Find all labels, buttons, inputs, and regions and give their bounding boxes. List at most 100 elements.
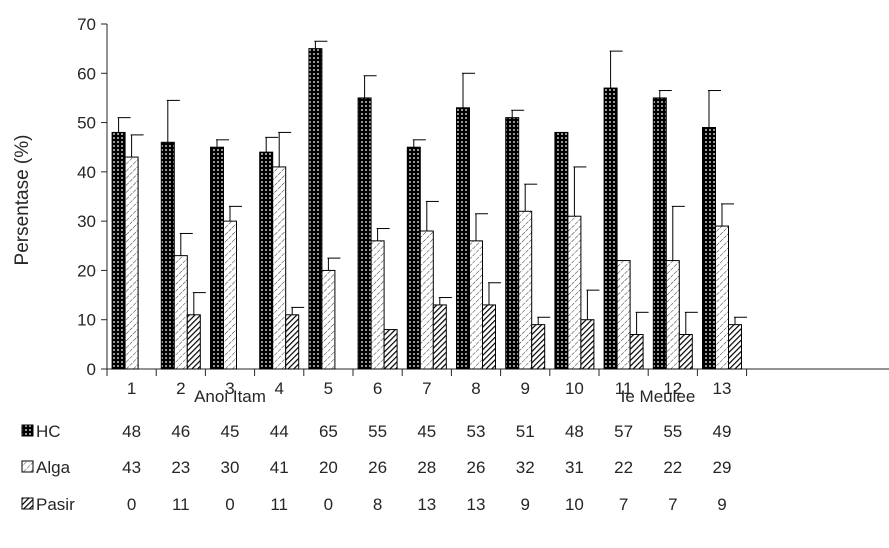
- table-cell: 9: [520, 495, 529, 514]
- bar-hc-4: [259, 151, 274, 370]
- error-bar-pasir-9: [537, 316, 551, 325]
- x-tick-label: 9: [520, 379, 529, 398]
- table-cell: 48: [122, 422, 141, 441]
- error-bar-alga-9: [524, 183, 538, 212]
- table-cell: 13: [417, 495, 436, 514]
- bar-alga-7: [419, 230, 434, 370]
- bar-alga-4: [272, 166, 287, 370]
- bar-hc-13: [702, 127, 716, 370]
- error-bar-pasir-8: [488, 282, 501, 305]
- data-table: HC 48 46 45 44 65 55 45 53 51 48 57 55 49 Alga 43 23 30 41…: [21, 422, 732, 514]
- table-cell: 41: [270, 458, 289, 477]
- error-bar-hc-8: [462, 72, 475, 108]
- table-cell: 55: [663, 422, 682, 441]
- table-cell: 20: [319, 458, 338, 477]
- error-bar-pasir-12: [684, 311, 698, 335]
- bar-pasir-9: [531, 324, 546, 370]
- bar-pasir-7: [432, 304, 447, 370]
- table-cell: 23: [171, 458, 190, 477]
- error-bar-alga-10: [573, 166, 587, 217]
- error-bar-pasir-10: [586, 289, 600, 320]
- x-tick-label: 10: [565, 379, 584, 398]
- bar-alga-5: [321, 269, 336, 370]
- table-cell: 45: [417, 422, 436, 441]
- bar-pasir-2: [186, 314, 201, 370]
- table-cell: 53: [467, 422, 486, 441]
- y-tick-label: 60: [77, 64, 96, 83]
- error-bar-alga-4: [278, 131, 292, 167]
- bar-alga-2: [173, 255, 188, 370]
- x-tick-label: 1: [127, 379, 136, 398]
- y-tick-label: 40: [77, 163, 96, 182]
- bar-pasir-4: [285, 314, 300, 370]
- legend-label-alga: Alga: [36, 458, 71, 477]
- y-tick-label: 70: [77, 15, 96, 34]
- error-bar-alga-1: [130, 134, 144, 158]
- error-bar-alga-5: [327, 257, 341, 271]
- x-tick-label: 7: [422, 379, 431, 398]
- bar-hc-7: [406, 146, 421, 370]
- table-cell: 65: [319, 422, 338, 441]
- bar-alga-1: [124, 156, 139, 370]
- table-cell: 32: [516, 458, 535, 477]
- table-cell: 22: [614, 458, 633, 477]
- table-cell: 51: [516, 422, 535, 441]
- bar-hc-8: [456, 107, 470, 370]
- error-bar-hc-6: [363, 75, 377, 98]
- table-cell: 0: [225, 495, 234, 514]
- x-tick-label: 6: [373, 379, 382, 398]
- error-bar-alga-6: [376, 228, 390, 241]
- bar-alga-8: [469, 240, 483, 370]
- error-bar-alga-2: [179, 232, 193, 256]
- bar-pasir-10: [580, 319, 595, 370]
- bar-alga-9: [518, 210, 533, 370]
- table-cell: 46: [171, 422, 190, 441]
- bar-hc-1: [111, 131, 126, 370]
- table-cell: 30: [221, 458, 240, 477]
- table-cell: 7: [668, 495, 677, 514]
- group-labels: Anoi Itam Ie Meulee: [194, 387, 695, 406]
- table-cell: 43: [122, 458, 141, 477]
- error-bar-hc-7: [412, 139, 426, 148]
- y-tick-label: 20: [77, 261, 96, 280]
- bar-hc-11: [603, 87, 618, 370]
- error-bar-hc-11: [609, 50, 623, 89]
- bars: [111, 48, 742, 370]
- error-bar-alga-3: [229, 205, 242, 222]
- table-cell: 22: [663, 458, 682, 477]
- error-bar-hc-12: [658, 90, 672, 98]
- bar-hc-6: [357, 97, 372, 370]
- error-bar-pasir-2: [192, 292, 206, 315]
- bar-alga-10: [567, 215, 582, 370]
- error-bar-hc-9: [511, 109, 525, 118]
- bar-pasir-8: [482, 304, 496, 370]
- y-tick-label: 30: [77, 212, 96, 231]
- table-cell: 9: [717, 495, 726, 514]
- legend-key-hc: [21, 424, 34, 437]
- bar-pasir-12: [678, 334, 693, 370]
- error-bars: [117, 40, 747, 335]
- error-bar-hc-1: [117, 117, 131, 133]
- x-tick-label: 3: [225, 379, 234, 398]
- error-bar-alga-8: [475, 213, 488, 241]
- bar-hc-9: [505, 117, 520, 370]
- y-tick-label: 50: [77, 114, 96, 133]
- x-tick-label: 13: [713, 379, 732, 398]
- bar-alga-11: [616, 260, 631, 370]
- bar-hc-12: [652, 97, 667, 370]
- error-bar-pasir-7: [438, 297, 452, 305]
- table-cell: 28: [417, 458, 436, 477]
- bar-hc-3: [210, 146, 224, 370]
- table-cell: 7: [619, 495, 628, 514]
- table-cell: 13: [467, 495, 486, 514]
- bar-alga-6: [370, 240, 385, 370]
- table-cell: 29: [713, 458, 732, 477]
- error-bar-alga-7: [425, 200, 439, 231]
- table-cell: 11: [270, 495, 288, 514]
- bar-hc-10: [554, 131, 569, 370]
- table-cell: 57: [614, 422, 633, 441]
- table-cell: 8: [373, 495, 382, 514]
- table-cell: 10: [565, 495, 584, 514]
- error-bar-hc-4: [265, 136, 279, 153]
